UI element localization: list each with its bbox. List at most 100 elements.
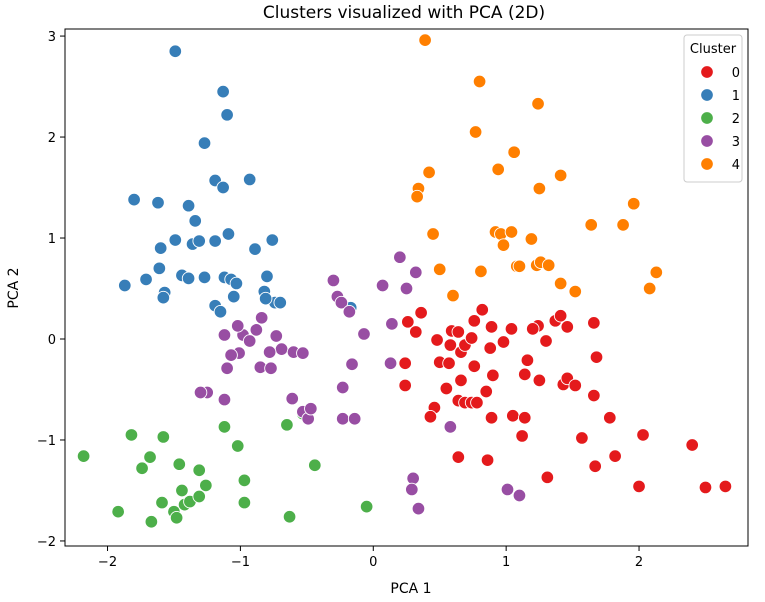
data-point-cluster-0: [442, 356, 456, 370]
legend-label-4: 4: [732, 158, 740, 173]
data-point-cluster-1: [213, 304, 228, 319]
data-point-cluster-0: [475, 302, 489, 317]
data-point-cluster-3: [399, 281, 414, 296]
data-point-cluster-2: [230, 439, 245, 453]
data-point-cluster-2: [135, 461, 149, 475]
data-point-cluster-0: [414, 305, 428, 320]
data-point-cluster-1: [168, 233, 183, 247]
data-point-cluster-1: [197, 270, 212, 285]
data-point-cluster-0: [483, 341, 497, 355]
data-point-cluster-0: [636, 428, 650, 442]
data-point-cluster-1: [216, 84, 230, 99]
y-tick-label: −1: [37, 434, 56, 449]
data-point-cluster-3: [264, 361, 278, 376]
legend-label-0: 0: [732, 66, 740, 81]
data-point-cluster-3: [274, 342, 289, 356]
data-point-cluster-0: [518, 367, 532, 382]
data-point-cluster-4: [432, 262, 447, 277]
data-point-cluster-0: [486, 368, 500, 383]
legend-box: [683, 34, 743, 183]
data-point-cluster-0: [506, 408, 520, 423]
data-point-cluster-3: [409, 265, 423, 280]
data-point-cluster-4: [472, 74, 487, 89]
data-point-cluster-0: [587, 388, 601, 403]
data-point-cluster-1: [216, 180, 230, 195]
data-point-cluster-1: [181, 271, 196, 286]
y-tick-label: −2: [37, 535, 56, 550]
data-point-cluster-2: [144, 515, 159, 529]
data-point-cluster-3: [500, 482, 515, 497]
data-point-cluster-3: [342, 304, 357, 319]
legend-marker-0: [700, 65, 714, 79]
data-point-cluster-3: [357, 327, 371, 341]
data-point-cluster-1: [208, 234, 222, 248]
data-point-cluster-0: [479, 384, 493, 399]
legend-label-3: 3: [732, 135, 740, 150]
data-point-cluster-4: [531, 96, 545, 111]
data-point-cluster-3: [334, 295, 349, 310]
x-tick-label: −1: [231, 555, 250, 570]
data-point-cluster-2: [143, 450, 157, 464]
data-point-cluster-2: [237, 495, 252, 510]
data-point-cluster-4: [426, 227, 440, 241]
data-point-cluster-4: [553, 276, 568, 291]
data-point-cluster-0: [608, 449, 622, 463]
data-point-cluster-0: [451, 450, 466, 464]
data-point-cluster-0: [409, 325, 423, 339]
data-point-cluster-0: [401, 315, 415, 329]
data-point-cluster-3: [254, 311, 269, 325]
legend: Cluster 0 1 2 3 4: [683, 34, 743, 183]
data-point-cluster-2: [217, 420, 232, 434]
data-point-cluster-1: [260, 269, 274, 284]
x-axis: −2 −1 0 1 2: [98, 546, 643, 570]
data-point-cluster-4: [649, 265, 664, 280]
data-point-cluster-4: [584, 218, 598, 232]
data-point-cluster-1: [221, 227, 236, 241]
data-point-cluster-3: [411, 501, 426, 516]
chart-title: Clusters visualized with PCA (2D): [263, 3, 545, 23]
data-point-cluster-2: [192, 463, 206, 478]
data-point-cluster-0: [451, 325, 466, 339]
data-point-cluster-3: [383, 356, 398, 370]
data-point-cluster-0: [532, 373, 547, 388]
data-point-cluster-1: [229, 276, 244, 291]
data-point-cluster-3: [217, 328, 232, 342]
data-point-cluster-3: [220, 361, 234, 376]
data-point-cluster-2: [175, 483, 189, 498]
data-point-cluster-2: [156, 430, 171, 444]
data-point-cluster-3: [262, 345, 277, 359]
data-point-cluster-4: [616, 218, 630, 232]
data-point-cluster-0: [575, 431, 589, 445]
data-point-cluster-0: [632, 479, 646, 494]
data-point-cluster-0: [525, 322, 540, 336]
y-tick-label: 1: [48, 232, 56, 247]
data-point-cluster-4: [491, 162, 505, 177]
data-point-cluster-1: [118, 278, 132, 293]
legend-title: Cluster: [690, 42, 737, 57]
data-point-cluster-3: [393, 250, 407, 264]
data-point-cluster-1: [139, 272, 153, 287]
data-point-cluster-2: [192, 489, 206, 504]
legend-label-1: 1: [732, 89, 740, 104]
data-point-cluster-4: [524, 232, 539, 246]
data-point-cluster-4: [507, 145, 521, 159]
data-point-cluster-0: [698, 480, 713, 495]
data-point-cluster-2: [76, 449, 91, 463]
data-point-cluster-4: [468, 125, 483, 139]
data-point-cluster-2: [155, 495, 169, 510]
data-point-cluster-3: [335, 380, 350, 395]
data-point-cluster-3: [375, 278, 390, 293]
legend-marker-3: [700, 134, 714, 148]
data-point-cluster-4: [474, 264, 488, 279]
data-point-cluster-2: [237, 473, 252, 488]
data-point-cluster-4: [532, 181, 547, 196]
legend-marker-1: [700, 88, 714, 102]
data-point-cluster-4: [642, 281, 657, 296]
data-point-cluster-0: [587, 316, 601, 330]
plot-frame: [64, 28, 749, 547]
data-point-cluster-1: [152, 261, 167, 276]
data-point-cluster-3: [345, 357, 359, 371]
data-point-cluster-0: [553, 309, 568, 323]
data-point-cluster-1: [151, 195, 165, 210]
